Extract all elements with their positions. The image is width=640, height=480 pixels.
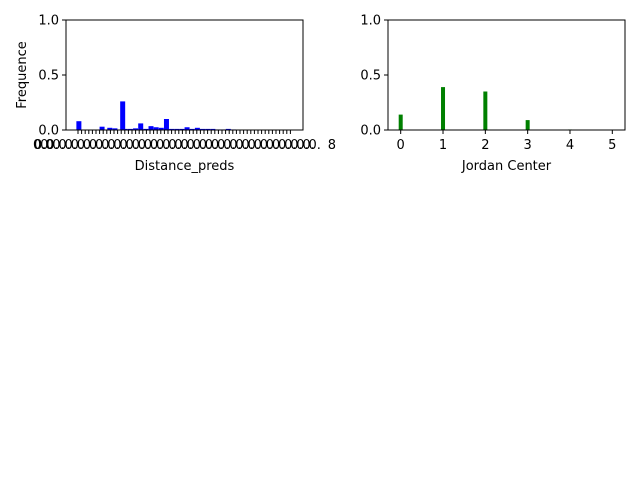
- x-tick-label-overlap: 0.: [71, 138, 83, 153]
- bar: [163, 119, 169, 130]
- bar: [107, 127, 113, 130]
- axes-frame: [65, 19, 304, 131]
- x-tick-label-overlap: 0.: [119, 138, 131, 153]
- bar: [120, 101, 126, 130]
- x-tick-label-overlap: 0.: [83, 138, 95, 153]
- jordan-center-chart: 0.0 0.5 1.0 0 1 2 3 4 5 Jordan Center: [360, 14, 626, 174]
- bar: [148, 126, 154, 130]
- x-tick-label-overlap: 0.: [217, 138, 229, 153]
- x-tick-label-overlap: 0.: [180, 138, 192, 153]
- x-tick-label: 1: [439, 138, 447, 153]
- x-axis-label: Distance_preds: [135, 159, 235, 174]
- bar: [158, 127, 164, 130]
- x-tick-label-overlap: 0.: [309, 138, 321, 153]
- bar: [441, 87, 446, 130]
- distance-preds-chart: 0.00.51.00.0.0.0.0.0.0.0.0.0.0.0.0.0.0.0…: [15, 14, 336, 175]
- bar: [179, 128, 185, 130]
- y-tick-label: 0.5: [360, 69, 381, 84]
- x-tick-label-overlap: 0.: [58, 138, 70, 153]
- bar: [122, 128, 128, 130]
- bar: [112, 128, 118, 130]
- bar: [189, 128, 195, 130]
- x-tick-label-overlap: 0.: [89, 138, 101, 153]
- bar: [483, 91, 488, 130]
- x-tick-label: 0: [397, 138, 405, 153]
- x-tick-label-overlap: 0.: [174, 138, 186, 153]
- bar: [153, 127, 159, 130]
- x-tick-label-overlap: 0.: [52, 138, 64, 153]
- x-tick-label-overlap: 0.: [296, 138, 308, 153]
- bar: [76, 121, 82, 130]
- x-tick-label: 8: [328, 138, 336, 153]
- bar: [525, 120, 530, 130]
- x-tick-label-overlap: 0.: [284, 138, 296, 153]
- x-tick-label-overlap: 0.: [113, 138, 125, 153]
- x-tick-label-overlap: 0.: [278, 138, 290, 153]
- x-tick-label-overlap: 0.: [193, 138, 205, 153]
- x-tick-label-overlap: 0.: [46, 138, 58, 153]
- bar: [133, 128, 139, 130]
- y-tick-label: 0.0: [38, 124, 59, 139]
- x-tick-label-overlap: 0.: [34, 138, 46, 153]
- x-tick-label-overlap: 0.: [40, 138, 52, 153]
- x-tick-label-overlap: 0.: [290, 138, 302, 153]
- y-tick-label: 0.5: [38, 69, 59, 84]
- x-tick-label-overlap: 0.: [229, 138, 241, 153]
- x-tick-label: 2: [481, 138, 489, 153]
- bar: [205, 128, 211, 130]
- x-tick-label-overlap: 0.: [235, 138, 247, 153]
- bar: [138, 123, 144, 130]
- x-tick-label-overlap: 0.: [248, 138, 260, 153]
- x-tick-label-overlap: 0.: [95, 138, 107, 153]
- x-tick-label-overlap: 0.: [302, 138, 314, 153]
- x-tick-label-overlap: 0.: [107, 138, 119, 153]
- bar: [398, 114, 403, 130]
- y-tick-label: 0.0: [360, 124, 381, 139]
- bar: [99, 126, 105, 130]
- bar: [169, 128, 175, 130]
- x-tick-label-overlap: 0.: [162, 138, 174, 153]
- x-tick-label-overlap: 0.: [205, 138, 217, 153]
- x-tick-label-overlap: 0.: [211, 138, 223, 153]
- x-tick-label-overlap: 0.: [144, 138, 156, 153]
- x-tick-label-overlap: 0.: [199, 138, 211, 153]
- x-tick-label-overlap: 0.: [187, 138, 199, 153]
- bar: [143, 128, 149, 130]
- x-tick-label-overlap: 0.: [138, 138, 150, 153]
- bar: [127, 128, 133, 130]
- x-tick-label: 4: [566, 138, 574, 153]
- x-tick-label-overlap: 0.: [223, 138, 235, 153]
- x-tick-label: 3: [524, 138, 532, 153]
- x-tick-label-overlap: 0.: [126, 138, 138, 153]
- bar: [225, 128, 231, 130]
- x-tick-label-overlap: 0.: [77, 138, 89, 153]
- x-tick-label-overlap: 0.: [168, 138, 180, 153]
- bar: [210, 128, 216, 130]
- bar: [194, 127, 200, 130]
- x-axis-label: Jordan Center: [461, 159, 552, 174]
- y-tick-label: 1.0: [38, 14, 59, 29]
- bar: [174, 128, 180, 130]
- x-tick-label-overlap: 0.: [132, 138, 144, 153]
- x-tick-label-overlap: 0.: [241, 138, 253, 153]
- x-tick-label: 0.0: [33, 138, 54, 153]
- x-tick-label-overlap: 0.: [101, 138, 113, 153]
- x-tick-label-overlap: 0.: [266, 138, 278, 153]
- x-tick-label-overlap: 0.: [254, 138, 266, 153]
- y-axis-label: Frequence: [15, 41, 30, 108]
- bar: [200, 128, 206, 130]
- y-tick-label: 1.0: [360, 14, 381, 29]
- x-tick-label: 5: [608, 138, 616, 153]
- x-tick-label-overlap: 0.: [272, 138, 284, 153]
- x-tick-label-overlap: 0.: [65, 138, 77, 153]
- x-tick-label-overlap: 0.: [150, 138, 162, 153]
- bar: [184, 127, 190, 130]
- x-tick-label-overlap: 0.: [156, 138, 168, 153]
- axes-frame: [387, 19, 626, 131]
- x-tick-label-overlap: 0.: [260, 138, 272, 153]
